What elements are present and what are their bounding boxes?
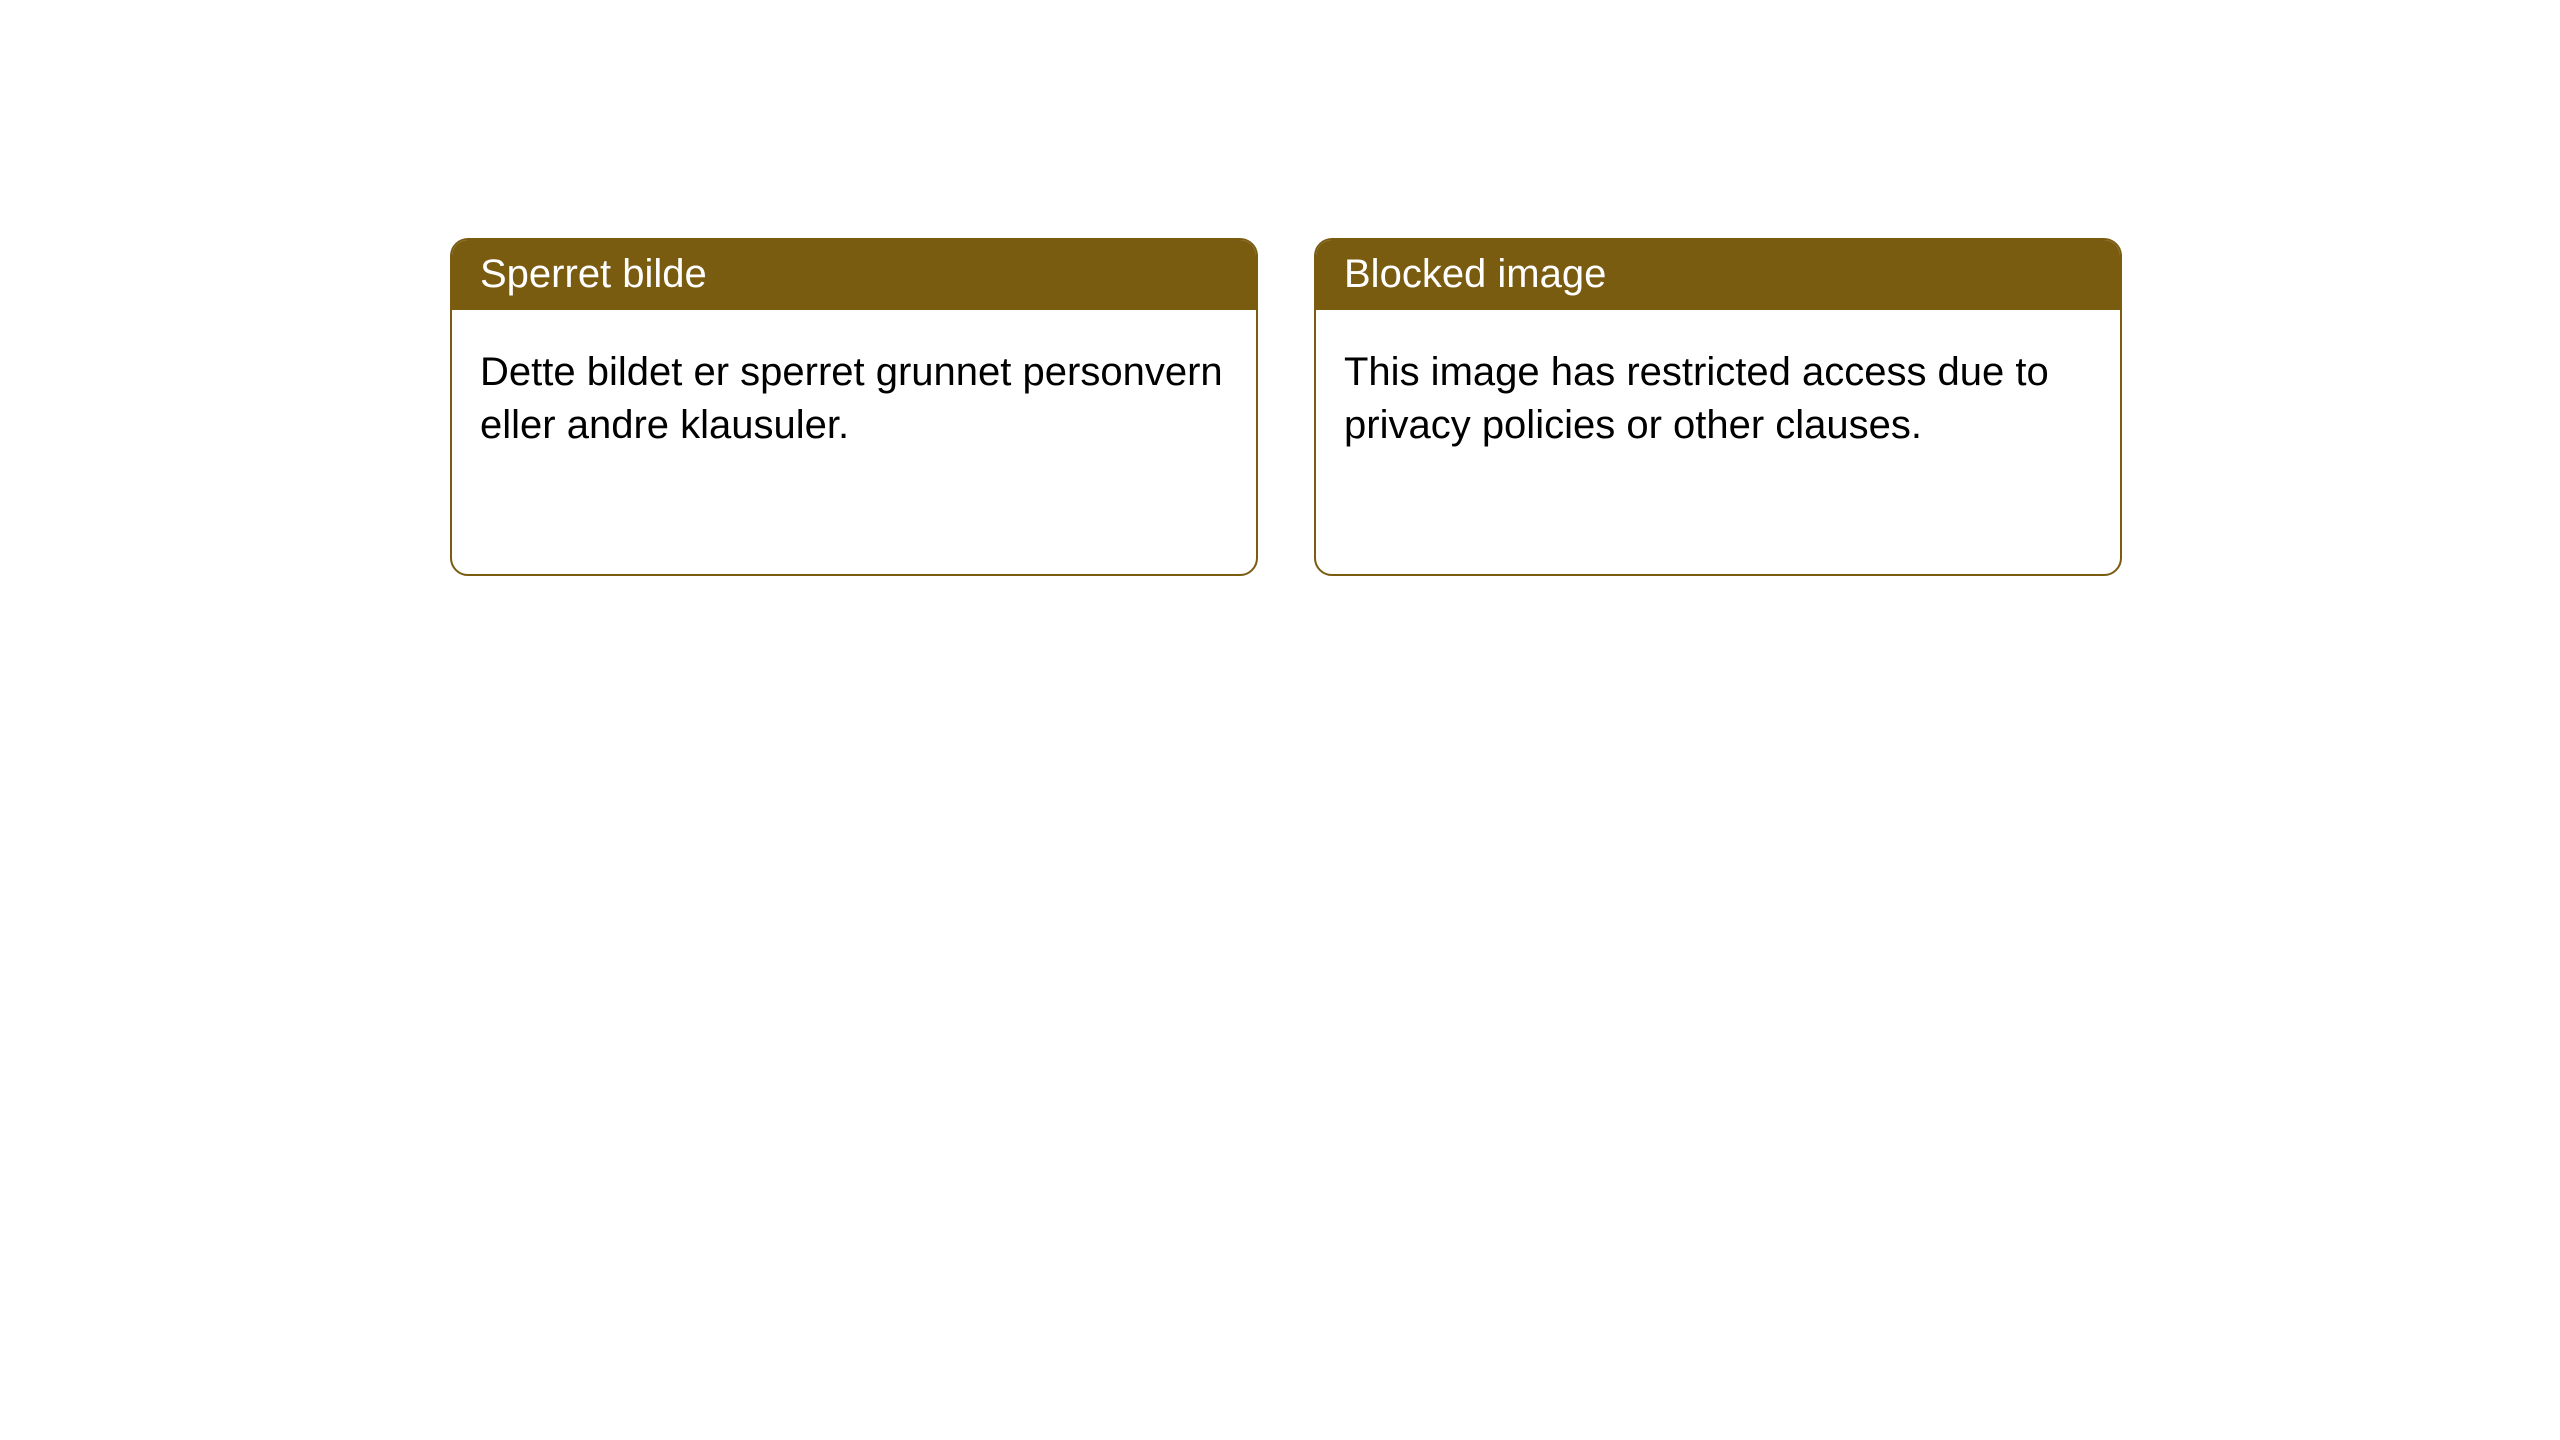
notice-container: Sperret bilde Dette bildet er sperret gr… xyxy=(0,0,2560,576)
notice-body: This image has restricted access due to … xyxy=(1316,310,2120,488)
notice-card-english: Blocked image This image has restricted … xyxy=(1314,238,2122,576)
notice-title: Sperret bilde xyxy=(452,240,1256,310)
notice-title: Blocked image xyxy=(1316,240,2120,310)
notice-body: Dette bildet er sperret grunnet personve… xyxy=(452,310,1256,488)
notice-card-norwegian: Sperret bilde Dette bildet er sperret gr… xyxy=(450,238,1258,576)
